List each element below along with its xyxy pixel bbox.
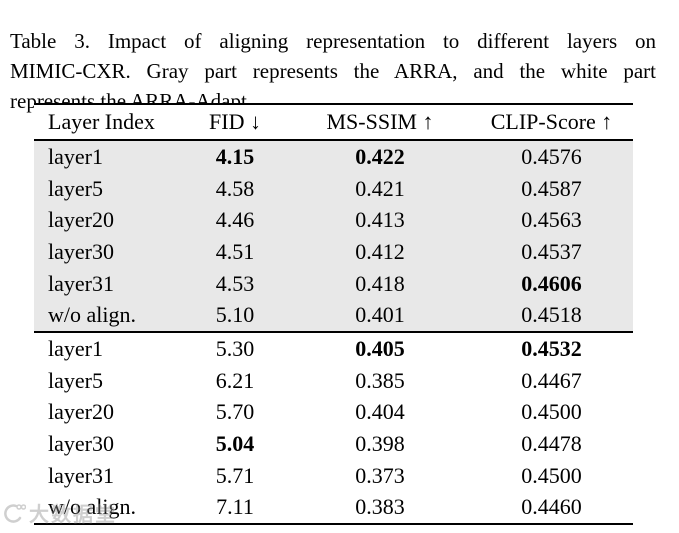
table-row: layer30 4.51 0.412 0.4537	[34, 236, 633, 268]
table-row: layer20 5.70 0.404 0.4500	[34, 397, 633, 429]
value-cell: 0.4606	[470, 267, 633, 300]
value-cell: 0.413	[290, 204, 470, 237]
table-row: layer20 4.46 0.413 0.4563	[34, 204, 633, 237]
table-row: layer31 4.53 0.418 0.4606	[34, 267, 633, 300]
table-header-row: Layer Index FID ↓ MS-SSIM ↑ CLIP-Score ↑	[34, 104, 633, 141]
table-row: layer5 6.21 0.385 0.4467	[34, 365, 633, 397]
col-header-ms-ssim: MS-SSIM ↑	[290, 104, 470, 141]
row-label-cell: w/o align.	[48, 494, 136, 520]
value-cell: 0.385	[355, 367, 405, 393]
row-label-cell: layer1	[34, 331, 180, 365]
row-label-cell: layer1	[34, 140, 180, 173]
row-label-cell: layer30	[34, 236, 180, 268]
row-label-cell: layer20	[48, 399, 114, 425]
value-cell: 0.405	[290, 331, 470, 365]
value-cell: 0.4563	[470, 204, 633, 237]
value-cell: 4.15	[180, 140, 290, 173]
table-caption: Table 3. Impact of aligning representati…	[10, 26, 656, 116]
value-cell: 0.4500	[521, 462, 582, 488]
value-cell: 0.4532	[470, 331, 633, 365]
value-cell: 0.398	[355, 431, 405, 457]
value-cell: 0.421	[290, 172, 470, 205]
col-header-layer-index: Layer Index	[34, 104, 180, 141]
value-cell: 0.4460	[521, 494, 582, 520]
table-row: w/o align. 7.11 0.383 0.4460	[34, 492, 633, 525]
value-cell: 0.4518	[470, 299, 633, 333]
value-cell: 4.53	[180, 267, 290, 300]
row-label-cell: layer31	[48, 462, 114, 488]
value-cell: 4.46	[180, 204, 290, 237]
value-cell: 0.4500	[521, 399, 582, 425]
value-cell: 0.412	[290, 236, 470, 268]
row-label-cell: layer30	[48, 431, 114, 457]
value-cell: 6.21	[215, 367, 255, 393]
caption-line: MIMIC-CXR. Gray part represents the ARRA…	[10, 59, 656, 83]
row-label-cell: layer20	[34, 204, 180, 237]
table-row: layer30 5.04 0.398 0.4478	[34, 428, 633, 460]
value-cell: 0.4537	[470, 236, 633, 268]
table-body: layer1 4.15 0.422 0.4576 layer5 4.58 0.421 0.45…	[34, 140, 633, 524]
value-cell: 4.58	[180, 172, 290, 205]
value-cell: 0.4467	[521, 367, 582, 393]
results-table: Layer Index FID ↓ MS-SSIM ↑ CLIP-Score ↑…	[34, 103, 633, 526]
value-cell: 0.373	[355, 462, 405, 488]
row-label-cell: layer5	[48, 367, 103, 393]
value-cell: 4.51	[180, 236, 290, 268]
value-cell: 0.4587	[470, 172, 633, 205]
col-header-fid: FID ↓	[180, 104, 290, 141]
value-cell: 0.383	[355, 494, 405, 520]
table-row: layer5 4.58 0.421 0.4587	[34, 172, 633, 205]
value-cell: 0.4576	[470, 140, 633, 173]
value-cell: 5.71	[215, 462, 255, 488]
value-cell: 7.11	[216, 494, 254, 520]
watermark-logo-icon	[4, 503, 26, 523]
value-cell: 0.401	[290, 299, 470, 333]
col-header-clip-score: CLIP-Score ↑	[470, 104, 633, 141]
table-row: layer1 4.15 0.422 0.4576	[34, 140, 633, 173]
value-cell: 0.418	[290, 267, 470, 300]
value-cell: 5.70	[215, 399, 255, 425]
caption-line: Table 3. Impact of aligning representati…	[10, 29, 656, 53]
value-cell: 0.422	[290, 140, 470, 173]
row-label-cell: layer31	[34, 267, 180, 300]
value-cell: 0.4478	[521, 431, 582, 457]
row-label-cell: w/o align.	[34, 299, 180, 333]
value-cell: 5.10	[180, 299, 290, 333]
value-cell: 5.30	[180, 331, 290, 365]
table-row: layer31 5.71 0.373 0.4500	[34, 460, 633, 492]
table-row: layer1 5.30 0.405 0.4532	[34, 331, 633, 365]
value-cell: 5.04	[215, 431, 255, 457]
value-cell: 0.404	[355, 399, 405, 425]
row-label-cell: layer5	[34, 172, 180, 205]
table-row: w/o align. 5.10 0.401 0.4518	[34, 299, 633, 333]
